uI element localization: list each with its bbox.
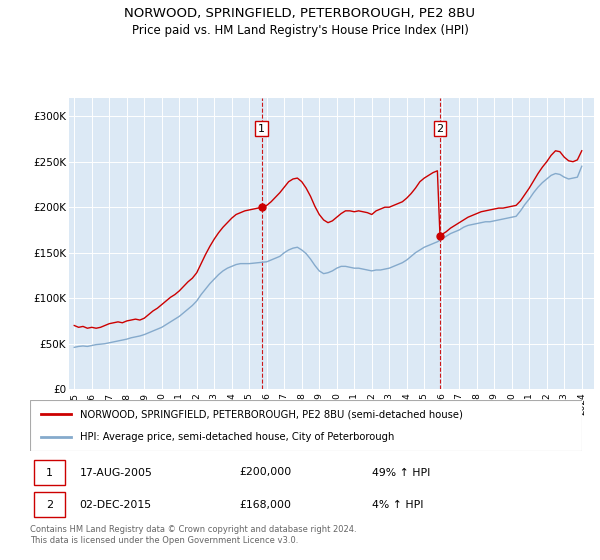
Text: 1: 1: [46, 468, 53, 478]
Text: 49% ↑ HPI: 49% ↑ HPI: [372, 468, 431, 478]
Text: Price paid vs. HM Land Registry's House Price Index (HPI): Price paid vs. HM Land Registry's House …: [131, 24, 469, 36]
Text: 17-AUG-2005: 17-AUG-2005: [80, 468, 152, 478]
Text: NORWOOD, SPRINGFIELD, PETERBOROUGH, PE2 8BU: NORWOOD, SPRINGFIELD, PETERBOROUGH, PE2 …: [125, 7, 476, 20]
Text: 4% ↑ HPI: 4% ↑ HPI: [372, 500, 424, 510]
Text: NORWOOD, SPRINGFIELD, PETERBOROUGH, PE2 8BU (semi-detached house): NORWOOD, SPRINGFIELD, PETERBOROUGH, PE2 …: [80, 409, 463, 419]
Text: Contains HM Land Registry data © Crown copyright and database right 2024.
This d: Contains HM Land Registry data © Crown c…: [30, 525, 356, 545]
Text: HPI: Average price, semi-detached house, City of Peterborough: HPI: Average price, semi-detached house,…: [80, 432, 394, 442]
Text: 2: 2: [436, 124, 443, 134]
Text: 2: 2: [46, 500, 53, 510]
Text: 02-DEC-2015: 02-DEC-2015: [80, 500, 152, 510]
Bar: [34, 492, 65, 517]
Text: 1: 1: [258, 124, 265, 134]
Bar: [34, 460, 65, 485]
Text: £200,000: £200,000: [240, 468, 292, 478]
Text: £168,000: £168,000: [240, 500, 292, 510]
